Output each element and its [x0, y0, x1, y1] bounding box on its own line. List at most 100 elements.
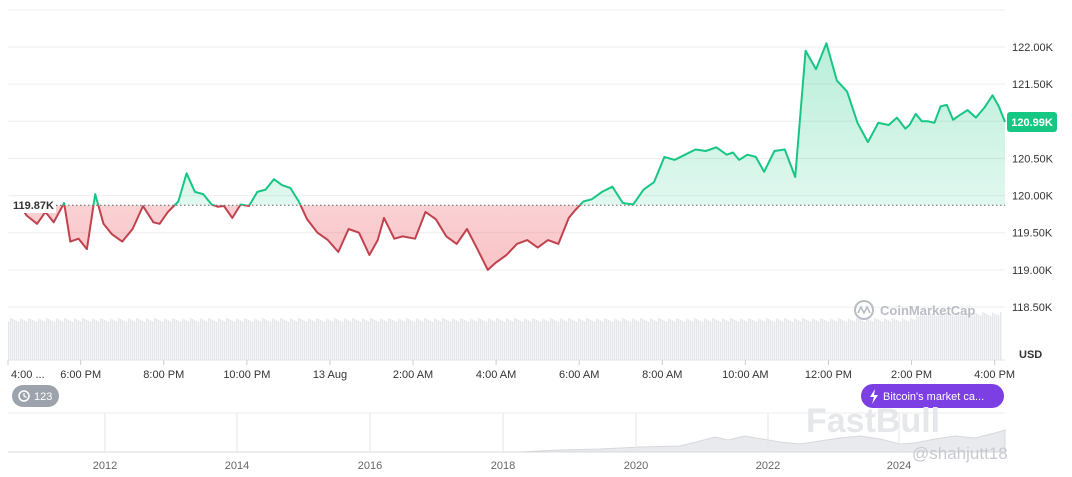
volume-bar	[166, 319, 168, 360]
volume-bar	[226, 318, 228, 360]
volume-bar	[798, 320, 800, 360]
volume-bar	[360, 322, 362, 360]
volume-bar	[442, 318, 444, 360]
volume-bar	[720, 322, 722, 360]
volume-bar	[472, 319, 474, 360]
volume-bar	[402, 320, 404, 360]
volume-bar	[602, 321, 604, 360]
volume-bar	[670, 319, 672, 360]
volume-bar	[854, 321, 856, 360]
volume-bar	[718, 321, 720, 360]
volume-bar	[220, 319, 222, 360]
volume-bar	[806, 320, 808, 360]
author-handle: @shahjutt18	[912, 444, 1008, 463]
volume-bar	[292, 319, 294, 360]
volume-bar	[314, 321, 316, 360]
volume-bar	[112, 319, 114, 360]
volume-bar	[988, 315, 990, 360]
volume-bar	[516, 319, 518, 360]
volume-bar	[796, 319, 798, 360]
volume-bar	[536, 320, 538, 360]
volume-bar	[84, 319, 86, 360]
volume-bar	[286, 321, 288, 360]
volume-bar	[214, 321, 216, 360]
volume-bar	[820, 318, 822, 360]
volume-bar	[52, 321, 54, 360]
volume-bar	[98, 321, 100, 360]
volume-bar	[912, 319, 914, 360]
volume-bar	[394, 321, 396, 360]
volume-bar	[554, 320, 556, 360]
x-tick-label: 6:00 AM	[559, 369, 599, 381]
volume-bar	[280, 318, 282, 360]
volume-bar	[742, 319, 744, 360]
volume-bar	[444, 319, 446, 360]
volume-bar	[190, 318, 192, 360]
volume-bar	[576, 322, 578, 360]
volume-bar	[460, 318, 462, 360]
volume-bar	[712, 318, 714, 360]
volume-bar	[50, 320, 52, 360]
volume-bar	[146, 318, 148, 360]
volume-bar	[588, 319, 590, 360]
volume-bar	[164, 318, 166, 360]
y-tick-label: 118.50K	[1012, 302, 1053, 314]
volume-bar	[414, 322, 416, 360]
volume-bar	[562, 319, 564, 360]
volume-bar	[184, 319, 186, 360]
volume-bar	[782, 321, 784, 360]
event-chip[interactable]: Bitcoin's market ca...	[861, 384, 1004, 408]
volume-bar	[384, 320, 386, 360]
volume-bar	[584, 321, 586, 360]
volume-bar	[878, 320, 880, 360]
volume-bar	[376, 321, 378, 360]
volume-bar	[620, 321, 622, 360]
volume-bar	[332, 321, 334, 360]
volume-bar	[530, 321, 532, 360]
volume-bar	[62, 321, 64, 360]
volume-bar	[858, 319, 860, 360]
volume-bar	[522, 322, 524, 360]
volume-bar	[550, 318, 552, 360]
volume-bar	[248, 320, 250, 360]
volume-bar	[992, 312, 994, 360]
volume-bar	[336, 319, 338, 360]
volume-bar	[736, 321, 738, 360]
volume-bar	[532, 318, 534, 360]
volume-bar	[706, 319, 708, 360]
volume-bar	[140, 320, 142, 360]
volume-bar	[282, 319, 284, 360]
time-navigator[interactable]: 2012 2014 2016 2018 2020 2022 2024	[8, 412, 1006, 472]
volume-bar	[322, 321, 324, 360]
volume-bar	[474, 320, 476, 360]
volume-bar	[30, 319, 32, 360]
volume-bar	[284, 320, 286, 360]
volume-bar	[590, 320, 592, 360]
volume-bar	[568, 318, 570, 360]
volume-bar	[10, 318, 12, 360]
volume-bar	[466, 321, 468, 360]
volume-bar	[418, 319, 420, 360]
volume-bar	[422, 321, 424, 360]
volume-bar	[172, 318, 174, 360]
volume-bar	[180, 322, 182, 360]
volume-bar	[100, 318, 102, 360]
volume-bar	[872, 321, 874, 360]
volume-bar	[572, 320, 574, 360]
price-line-below-base	[18, 205, 634, 271]
volume-bar	[364, 319, 366, 360]
lightning-icon	[870, 389, 878, 404]
volume-bar	[540, 322, 542, 360]
volume-bar	[616, 319, 618, 360]
volume-bar	[288, 322, 290, 360]
volume-bar	[946, 312, 948, 360]
volume-bar	[630, 322, 632, 360]
volume-bar	[866, 318, 868, 360]
volume-bar	[102, 319, 104, 360]
volume-bar	[330, 320, 332, 360]
y-tick-label: 122.00K	[1012, 42, 1054, 54]
volume-bar	[876, 319, 878, 360]
history-badge[interactable]: 123	[12, 385, 59, 407]
volume-bar	[890, 321, 892, 360]
